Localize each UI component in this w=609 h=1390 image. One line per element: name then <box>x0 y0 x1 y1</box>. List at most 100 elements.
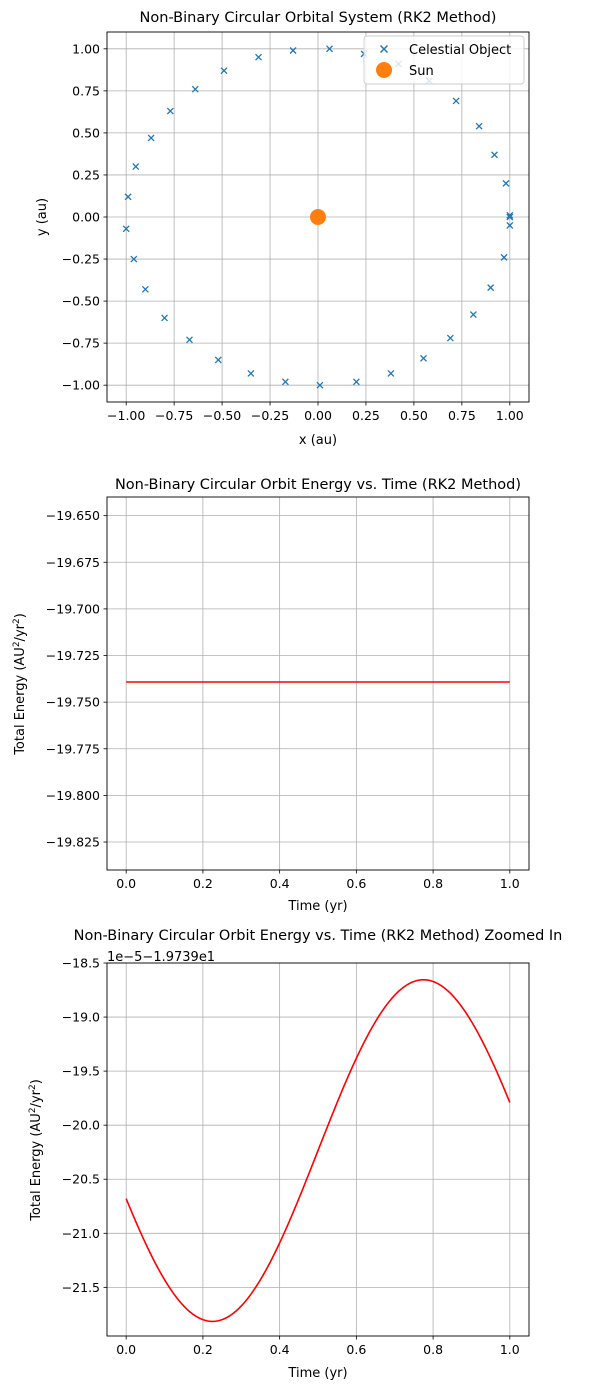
orbit-y-tick-label: 0.75 <box>72 83 100 98</box>
energy-zoom-y-tick-label: −20.0 <box>62 1118 100 1133</box>
orbit-x-tick-label: 1.00 <box>496 408 524 423</box>
energy-zoom-y-tick-label: −19.5 <box>62 1064 100 1079</box>
orbit-x-tick-label: 0.25 <box>352 408 380 423</box>
orbit-position-point <box>506 221 514 229</box>
energy-y-tick-label: −19.725 <box>46 648 100 663</box>
orbit-position-point <box>326 45 333 53</box>
orbit-position-point <box>247 369 255 377</box>
energy-zoom-y-label-part3: ) <box>29 1079 44 1084</box>
energy-y-label-sup1: 2 <box>12 641 22 647</box>
energy-zoom-x-tick-label: 0.6 <box>346 1342 366 1357</box>
orbit-position-point <box>130 255 138 263</box>
energy-ticks: 0.0 0.2 0.4 0.6 0.8 1.0 −19.650 −19.675 −19.700 −… <box>46 508 520 891</box>
orbit-position-point <box>166 107 174 115</box>
orbit-position-point <box>475 122 483 130</box>
energy-zoom-y-tick-label: −21.5 <box>62 1280 100 1295</box>
energy-zoom-y-label-sup1: 2 <box>28 1107 38 1113</box>
orbit-legend: Celestial Object Sun <box>363 35 525 85</box>
energy-zoom-y-axis-label: Total Energy (AU2/yr2) <box>28 1079 44 1222</box>
energy-x-tick-label: 0.6 <box>346 876 366 891</box>
orbit-x-tick-label: 0.75 <box>448 408 476 423</box>
energy-zoom-x-tick-label: 0.2 <box>193 1342 213 1357</box>
orbit-position-point <box>469 311 477 319</box>
energy-y-label-part2: /yr <box>13 623 28 641</box>
orbit-legend-box <box>363 35 525 85</box>
energy-y-label-part1: Total Energy (AU <box>13 647 28 756</box>
orbit-position-point <box>491 151 498 159</box>
energy-y-label-part3: ) <box>13 613 28 618</box>
energy-x-tick-label: 0.2 <box>193 876 213 891</box>
energy-grid <box>107 497 529 870</box>
legend-sun-marker-icon <box>376 62 392 78</box>
orbit-x-tick-label: −0.50 <box>203 408 241 423</box>
energy-zoom-y-label-part1: Total Energy (AU <box>29 1113 44 1222</box>
energy-y-tick-label: −19.800 <box>46 788 100 803</box>
orbit-y-tick-label: 0.50 <box>72 125 100 140</box>
orbit-x-tick-label: −0.75 <box>155 408 193 423</box>
energy-y-tick-label: −19.650 <box>46 508 100 523</box>
energy-zoom-x-tick-label: 0.4 <box>270 1342 290 1357</box>
energy-zoom-y-tick-label: −19.0 <box>62 1010 100 1025</box>
orbit-y-axis-label: y (au) <box>35 198 50 236</box>
orbit-position-point <box>186 336 193 344</box>
orbit-grid <box>107 32 529 402</box>
orbit-position-point <box>420 354 427 362</box>
orbit-y-tick-label: −0.75 <box>62 336 100 351</box>
orbit-y-tick-label: 0.25 <box>72 167 100 182</box>
legend-label-celestial-object: Celestial Object <box>409 43 511 58</box>
orbit-y-tick-label: −1.00 <box>62 378 100 393</box>
energy-chart-title: Non-Binary Circular Orbit Energy vs. Tim… <box>115 477 521 493</box>
energy-zoom-chart: Non-Binary Circular Orbit Energy vs. Tim… <box>28 928 562 1381</box>
energy-zoom-y-label-sup2: 2 <box>28 1084 38 1090</box>
energy-zoom-y-tick-label: −21.0 <box>62 1226 100 1241</box>
orbit-ticks: −1.00 −0.75 −0.50 −0.25 0.00 0.25 0.50 0.75 1.00… <box>62 41 524 423</box>
energy-x-tick-label: 0.0 <box>116 876 136 891</box>
orbit-position-point <box>316 381 324 389</box>
orbit-position-point <box>502 179 510 187</box>
energy-zoom-series-line <box>125 978 511 1323</box>
energy-x-tick-label: 0.4 <box>270 876 290 891</box>
orbit-position-point <box>500 253 508 261</box>
energy-y-tick-label: −19.750 <box>46 695 100 710</box>
orbit-position-point <box>281 378 289 386</box>
orbit-position-point <box>220 67 228 75</box>
orbit-position-point <box>387 369 395 377</box>
energy-x-tick-label: 0.8 <box>423 876 443 891</box>
energy-y-axis-label: Total Energy (AU2/yr2) <box>12 613 28 756</box>
legend-label-sun: Sun <box>409 64 434 79</box>
energy-plot-frame <box>106 496 530 871</box>
orbit-x-axis-label: x (au) <box>299 433 337 448</box>
orbit-position-point <box>191 85 199 93</box>
energy-zoom-x-tick-label: 0.8 <box>423 1342 443 1357</box>
orbit-position-point <box>452 97 460 105</box>
orbit-plot-frame <box>106 31 530 403</box>
energy-x-tick-label: 1.0 <box>500 876 520 891</box>
energy-zoom-y-tick-label: −18.5 <box>62 956 100 971</box>
energy-chart: Non-Binary Circular Orbit Energy vs. Tim… <box>12 477 530 914</box>
energy-zoom-plot-frame <box>106 962 530 1337</box>
orbit-x-tick-label: −1.00 <box>107 408 145 423</box>
orbit-x-tick-label: −0.25 <box>251 408 289 423</box>
orbit-position-point <box>289 47 297 54</box>
energy-y-tick-label: −19.675 <box>46 555 100 570</box>
orbit-position-point <box>506 213 514 221</box>
orbit-x-tick-label: 0.00 <box>304 408 332 423</box>
orbit-position-point <box>446 334 454 342</box>
energy-zoom-marks <box>125 978 511 1323</box>
orbit-chart-title: Non-Binary Circular Orbital System (RK2 … <box>140 10 497 26</box>
energy-zoom-x-axis-label: Time (yr) <box>287 1366 347 1381</box>
orbit-position-point <box>487 284 495 292</box>
orbit-position-point <box>161 314 169 322</box>
energy-y-tick-label: −19.775 <box>46 741 100 756</box>
energy-y-tick-label: −19.825 <box>46 835 100 850</box>
orbit-position-point <box>124 193 132 201</box>
orbit-position-point <box>506 211 514 219</box>
sun-point <box>310 209 326 225</box>
energy-zoom-x-tick-label: 1.0 <box>500 1342 520 1357</box>
orbit-position-point <box>141 285 149 293</box>
energy-y-tick-label: −19.700 <box>46 601 100 616</box>
orbit-x-tick-label: 0.50 <box>400 408 428 423</box>
orbit-marks <box>122 45 514 389</box>
